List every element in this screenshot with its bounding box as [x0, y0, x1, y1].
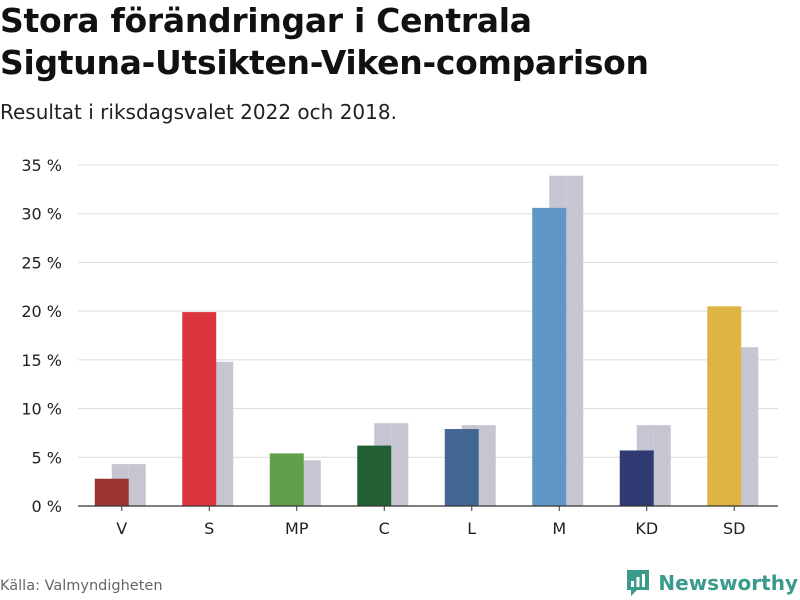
bar-2018-m: [566, 175, 584, 506]
bar-2018-sd: [741, 347, 759, 506]
chart-title-line-1: Stora förändringar i Centrala: [0, 1, 532, 40]
bar-2022-v: [94, 478, 129, 506]
x-tick-label: M: [552, 519, 566, 538]
bar-2022-c: [357, 445, 392, 506]
y-tick-label: 35 %: [21, 156, 62, 175]
bar-2018-c: [391, 423, 409, 506]
bar-2018-mp: [303, 460, 321, 506]
brand-logo[interactable]: Newsworthy: [625, 568, 798, 598]
y-tick-label: 25 %: [21, 253, 62, 272]
chart-subtitle: Resultat i riksdagsvalet 2022 och 2018.: [0, 100, 397, 124]
x-tick-label: V: [116, 519, 127, 538]
bar-2022-m: [532, 207, 567, 506]
bars: [94, 175, 759, 506]
y-tick-label: 15 %: [21, 351, 62, 370]
x-tick-label: SD: [723, 519, 745, 538]
bar-2022-mp: [269, 453, 304, 506]
y-tick-label: 20 %: [21, 302, 62, 321]
bar-2022-kd: [619, 450, 654, 506]
y-tick-label: 5 %: [32, 448, 62, 467]
y-tick-label: 10 %: [21, 400, 62, 419]
x-tick-label: L: [467, 519, 476, 538]
x-axis-ticks: V S MP C L M KD SD: [116, 506, 745, 538]
y-axis-ticks: 0 % 5 % 10 % 15 % 20 % 25 % 30 % 35 %: [21, 156, 62, 516]
brand-name: Newsworthy: [658, 571, 798, 595]
bar-chart: 0 % 5 % 10 % 15 % 20 % 25 % 30 % 35 % V S MP C L M KD…: [21, 156, 778, 538]
chart-title-line-2: Sigtuna-Utsikten-Viken-comparison: [0, 43, 649, 82]
bar-2022-s: [182, 312, 217, 506]
bar-2018-v: [128, 464, 146, 506]
newsworthy-logo-icon: [627, 570, 650, 596]
bar-2018-l: [478, 425, 496, 506]
bar-2022-sd: [707, 306, 742, 506]
source-note: Källa: Valmyndigheten: [0, 578, 163, 594]
chart-title: Stora förändringar i Centrala Sigtuna-Ut…: [0, 0, 800, 84]
bar-2018-s: [216, 361, 234, 506]
y-tick-label: 0 %: [32, 497, 62, 516]
bar-2018-kd: [653, 425, 671, 506]
x-tick-label: S: [204, 519, 214, 538]
x-tick-label: KD: [635, 519, 658, 538]
y-tick-label: 30 %: [21, 205, 62, 224]
bar-2022-l: [444, 429, 479, 506]
x-tick-label: MP: [285, 519, 309, 538]
x-tick-label: C: [379, 519, 390, 538]
